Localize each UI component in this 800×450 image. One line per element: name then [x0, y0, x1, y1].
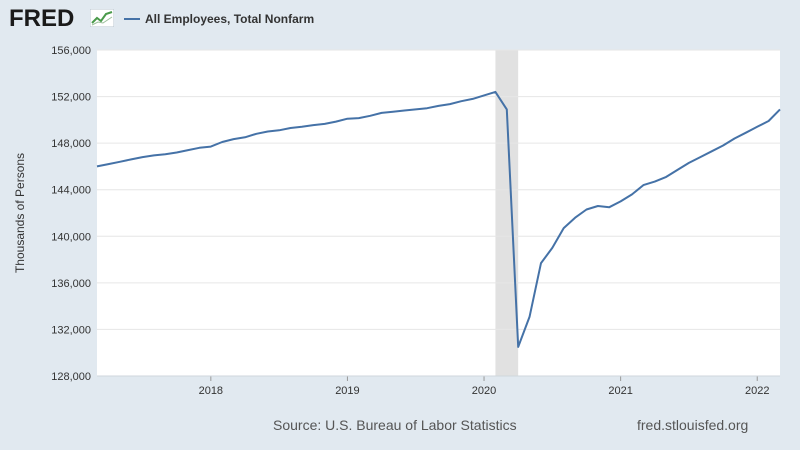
- data-point[interactable]: [334, 119, 339, 124]
- y-tick-label: 136,000: [51, 278, 91, 290]
- y-axis-ticks: 128,000 132,000 136,000 140,000 144,000 148,0…: [51, 45, 91, 383]
- data-point[interactable]: [368, 113, 373, 118]
- y-tick-label: 152,000: [51, 92, 91, 104]
- data-point[interactable]: [299, 124, 304, 129]
- fred-logo[interactable]: FRED: [9, 5, 75, 32]
- data-point[interactable]: [288, 126, 293, 131]
- x-tick-label: 2021: [608, 385, 632, 397]
- data-point[interactable]: [641, 183, 646, 188]
- data-point[interactable]: [197, 145, 202, 150]
- data-point[interactable]: [163, 152, 168, 157]
- recession-shading: [495, 50, 519, 376]
- legend-series-swatch: [124, 18, 140, 20]
- data-point[interactable]: [630, 192, 635, 197]
- data-point[interactable]: [516, 344, 521, 349]
- series-layer: [95, 89, 783, 349]
- data-point[interactable]: [322, 121, 327, 126]
- x-tick-label: 2018: [199, 385, 223, 397]
- data-point[interactable]: [686, 160, 691, 165]
- recession-band: [495, 50, 519, 376]
- x-axis-ticks: 2018 2019 2020 2021 2022: [199, 376, 769, 397]
- data-point[interactable]: [117, 159, 122, 164]
- series-line[interactable]: [96, 90, 781, 348]
- data-point[interactable]: [709, 149, 714, 154]
- x-tick-label: 2022: [745, 385, 769, 397]
- data-point[interactable]: [436, 103, 441, 108]
- data-point[interactable]: [220, 139, 225, 144]
- data-point[interactable]: [311, 123, 316, 128]
- legend-series-label[interactable]: All Employees, Total Nonfarm: [145, 12, 315, 26]
- data-point[interactable]: [607, 205, 612, 210]
- data-point[interactable]: [186, 148, 191, 153]
- data-point[interactable]: [721, 143, 726, 148]
- data-point[interactable]: [106, 162, 111, 167]
- data-point[interactable]: [652, 179, 657, 184]
- data-point[interactable]: [743, 130, 748, 135]
- data-point[interactable]: [504, 107, 509, 112]
- data-point[interactable]: [527, 314, 532, 319]
- x-tick-label: 2019: [335, 385, 359, 397]
- data-point[interactable]: [390, 109, 395, 114]
- data-point[interactable]: [664, 174, 669, 179]
- data-point[interactable]: [538, 261, 543, 266]
- data-point[interactable]: [584, 207, 589, 212]
- source-credit: Source: U.S. Bureau of Labor Statistics: [273, 417, 517, 433]
- data-point[interactable]: [254, 131, 259, 136]
- data-point[interactable]: [732, 136, 737, 141]
- data-point[interactable]: [231, 137, 236, 142]
- data-point[interactable]: [356, 116, 361, 121]
- y-tick-label: 156,000: [51, 45, 91, 57]
- y-tick-label: 144,000: [51, 185, 91, 197]
- data-point[interactable]: [208, 144, 213, 149]
- data-point[interactable]: [447, 102, 452, 107]
- chart-header: FRED All Employees, Total Nonfarm: [0, 0, 800, 40]
- data-point[interactable]: [242, 135, 247, 140]
- data-point[interactable]: [675, 167, 680, 172]
- data-point[interactable]: [459, 99, 464, 104]
- data-point[interactable]: [778, 107, 783, 112]
- data-point[interactable]: [550, 245, 555, 250]
- data-point[interactable]: [413, 107, 418, 112]
- plot-background: [97, 50, 780, 376]
- data-point[interactable]: [561, 226, 566, 231]
- data-point[interactable]: [493, 89, 498, 94]
- y-tick-label: 148,000: [51, 138, 91, 150]
- data-point[interactable]: [698, 155, 703, 160]
- data-point[interactable]: [129, 157, 134, 162]
- data-point[interactable]: [95, 164, 100, 169]
- data-point[interactable]: [402, 108, 407, 113]
- y-tick-label: 132,000: [51, 324, 91, 336]
- data-point[interactable]: [425, 106, 430, 111]
- site-link[interactable]: fred.stlouisfed.org: [637, 417, 749, 433]
- y-axis-title: Thousands of Persons: [13, 153, 27, 273]
- y-tick-label: 140,000: [51, 231, 91, 243]
- chart-trend-icon: [90, 9, 114, 27]
- data-point[interactable]: [482, 93, 487, 98]
- line-chart[interactable]: 128,000 132,000 136,000 140,000 144,000 148,0…: [0, 0, 800, 410]
- y-tick-label: 128,000: [51, 371, 91, 383]
- data-point[interactable]: [573, 215, 578, 220]
- data-point[interactable]: [277, 128, 282, 133]
- data-point[interactable]: [755, 124, 760, 129]
- data-point[interactable]: [470, 96, 475, 101]
- data-point[interactable]: [265, 129, 270, 134]
- x-tick-label: 2020: [472, 385, 496, 397]
- data-point[interactable]: [618, 199, 623, 204]
- data-point[interactable]: [174, 150, 179, 155]
- data-point[interactable]: [345, 116, 350, 121]
- data-point[interactable]: [379, 110, 384, 115]
- data-point[interactable]: [140, 155, 145, 160]
- data-point[interactable]: [151, 153, 156, 158]
- data-point[interactable]: [595, 204, 600, 209]
- data-point[interactable]: [766, 119, 771, 124]
